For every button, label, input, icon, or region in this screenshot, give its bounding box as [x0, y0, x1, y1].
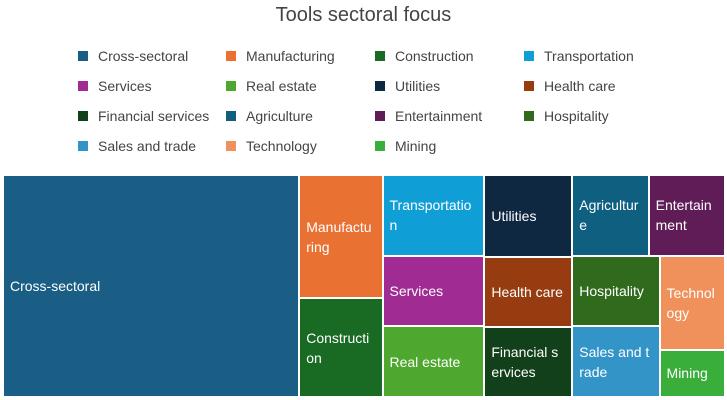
legend-label: Construction: [395, 48, 474, 64]
legend-label: Technology: [246, 138, 317, 154]
treemap-tile: Hospitality: [573, 256, 659, 326]
legend-label: Health care: [544, 78, 616, 94]
treemap-tile: Mining: [660, 350, 724, 396]
legend-swatch: [226, 141, 236, 151]
treemap-tile: Utilities: [485, 176, 572, 256]
treemap-tile: Transportation: [383, 176, 484, 255]
treemap-tile: Financial services: [485, 327, 572, 396]
legend-item: Transportation: [524, 47, 634, 65]
treemap-tile: Sales and trade: [573, 327, 659, 396]
legend-label: Manufacturing: [246, 48, 335, 64]
tile-label: Entertainment: [655, 197, 712, 234]
tile-label: Utilities: [491, 207, 537, 224]
legend-swatch: [226, 51, 236, 61]
tile-label: Mining: [666, 365, 708, 382]
legend-label: Real estate: [246, 78, 317, 94]
legend-label: Hospitality: [544, 108, 609, 124]
legend-swatch: [226, 81, 236, 91]
treemap-tile: Technology: [660, 256, 724, 349]
legend-swatch: [524, 51, 534, 61]
legend-item: Hospitality: [524, 107, 609, 125]
legend-item: Technology: [226, 137, 317, 155]
legend-label: Agriculture: [246, 108, 313, 124]
legend-swatch: [524, 81, 534, 91]
tile-label: Real estate: [389, 353, 461, 370]
treemap-tile: Real estate: [383, 327, 484, 396]
tile-label: Health care: [491, 283, 563, 300]
treemap-tile: Construction: [300, 299, 382, 396]
legend-label: Mining: [395, 138, 437, 154]
legend-swatch: [375, 111, 385, 121]
treemap-tile: Cross-sectoral: [4, 176, 299, 396]
tile-label: Services: [389, 283, 444, 300]
legend-item: Services: [78, 77, 152, 95]
legend-label: Entertainment: [395, 108, 483, 124]
legend-swatch: [524, 111, 534, 121]
tile-label: Financial services: [491, 343, 559, 380]
legend-label: Services: [98, 78, 152, 94]
treemap-tile: Services: [383, 256, 484, 326]
tile-label: Construction: [306, 329, 370, 366]
legend-item: Financial services: [78, 107, 209, 125]
legend-swatch: [78, 51, 88, 61]
legend-item: Utilities: [375, 77, 440, 95]
tile-label: Manufacturing: [306, 218, 372, 255]
legend-item: Entertainment: [375, 107, 482, 125]
legend-swatch: [78, 111, 88, 121]
legend-swatch: [375, 81, 385, 91]
tile-label: Agriculture: [579, 197, 639, 234]
legend-swatch: [78, 141, 88, 151]
legend-item: Cross-sectoral: [78, 47, 188, 65]
legend-label: Cross-sectoral: [98, 48, 189, 64]
legend-item: Health care: [524, 77, 616, 95]
legend-item: Manufacturing: [226, 47, 335, 65]
legend-label: Transportation: [544, 48, 634, 64]
chart-title: Tools sectoral focus: [275, 4, 452, 26]
treemap-tile: Manufacturing: [300, 176, 382, 298]
treemap-tile: Agriculture: [573, 176, 648, 255]
tile-label: Sales and trade: [579, 343, 650, 380]
legend-swatch: [375, 141, 385, 151]
treemap-tile: Health care: [485, 257, 572, 326]
legend-item: Sales and trade: [78, 137, 196, 155]
legend-swatch: [226, 111, 236, 121]
tile-label: Hospitality: [579, 283, 644, 300]
legend-label: Utilities: [395, 78, 441, 94]
legend-item: Real estate: [226, 77, 317, 95]
legend-swatch: [78, 81, 88, 91]
legend-label: Financial services: [98, 108, 210, 124]
legend-item: Mining: [375, 137, 436, 155]
tile-label: Transportation: [389, 197, 472, 234]
legend-item: Construction: [375, 47, 474, 65]
legend-item: Agriculture: [226, 107, 313, 125]
tile-label: Cross-sectoral: [10, 278, 101, 294]
legend-label: Sales and trade: [98, 138, 197, 154]
treemap-tile: Entertainment: [649, 176, 724, 255]
legend-swatch: [375, 51, 385, 61]
tile-label: Technology: [666, 284, 715, 321]
